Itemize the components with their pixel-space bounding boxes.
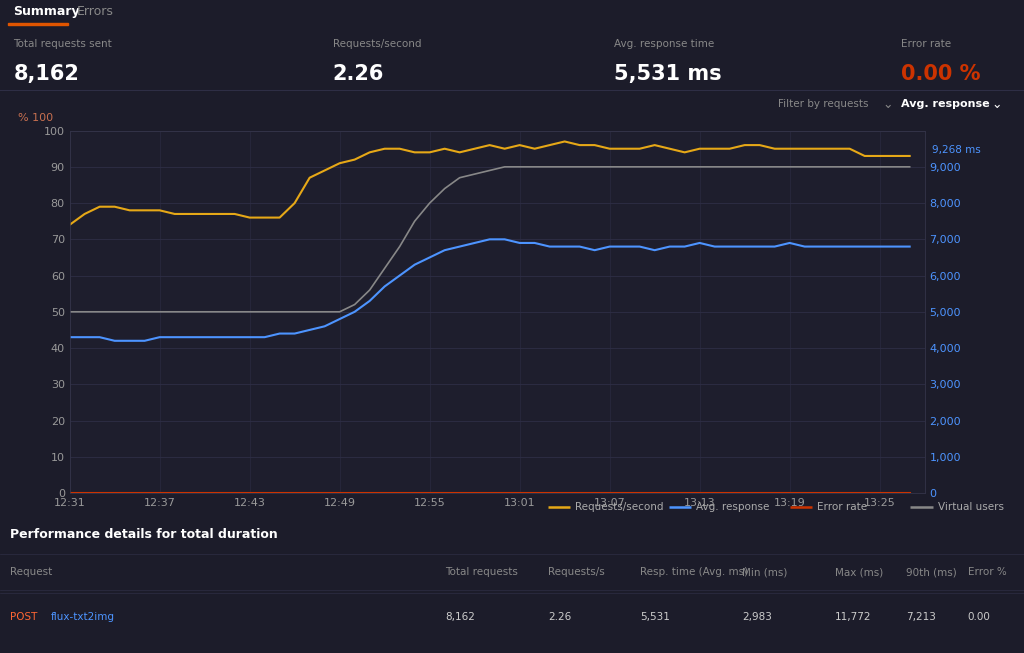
Text: 8,162: 8,162 [445,612,475,622]
Text: 2.26: 2.26 [548,612,571,622]
Text: Error rate: Error rate [901,39,951,49]
Text: 90th (ms): 90th (ms) [906,567,957,577]
Text: Error %: Error % [968,567,1007,577]
Text: 7,213: 7,213 [906,612,936,622]
Text: 0.00 %: 0.00 % [901,64,981,84]
Text: Avg. response: Avg. response [696,502,770,512]
Text: Error rate: Error rate [817,502,867,512]
Text: 11,772: 11,772 [835,612,871,622]
Text: 0.00: 0.00 [968,612,990,622]
Text: Errors: Errors [77,5,114,18]
Text: Resp. time (Avg. ms): Resp. time (Avg. ms) [640,567,749,577]
Text: flux-txt2img: flux-txt2img [51,612,115,622]
Text: Avg. response time: Avg. response time [614,39,715,49]
Text: 9,268 ms: 9,268 ms [932,146,980,155]
Text: Min (ms): Min (ms) [742,567,787,577]
Text: POST: POST [10,612,38,622]
Text: Total requests: Total requests [445,567,518,577]
Text: 5,531 ms: 5,531 ms [614,64,722,84]
Text: Summary: Summary [13,5,80,18]
Text: Requests/s: Requests/s [548,567,604,577]
Bar [8,23,68,25]
Text: Max (ms): Max (ms) [835,567,883,577]
Text: Virtual users: Virtual users [938,502,1004,512]
Text: Filter by requests: Filter by requests [778,99,868,110]
Text: Requests/second: Requests/second [575,502,664,512]
Text: 2,983: 2,983 [742,612,772,622]
Text: % 100: % 100 [18,114,53,123]
Text: Avg. response: Avg. response [901,99,990,110]
Text: Request: Request [10,567,52,577]
Text: Performance details for total duration: Performance details for total duration [10,528,278,541]
Text: ⌄: ⌄ [883,98,893,111]
Text: 5,531: 5,531 [640,612,670,622]
Text: 2.26: 2.26 [333,64,384,84]
Text: 8,162: 8,162 [13,64,79,84]
Text: Requests/second: Requests/second [333,39,421,49]
Text: Total requests sent: Total requests sent [13,39,112,49]
Text: ⌄: ⌄ [991,98,1001,111]
